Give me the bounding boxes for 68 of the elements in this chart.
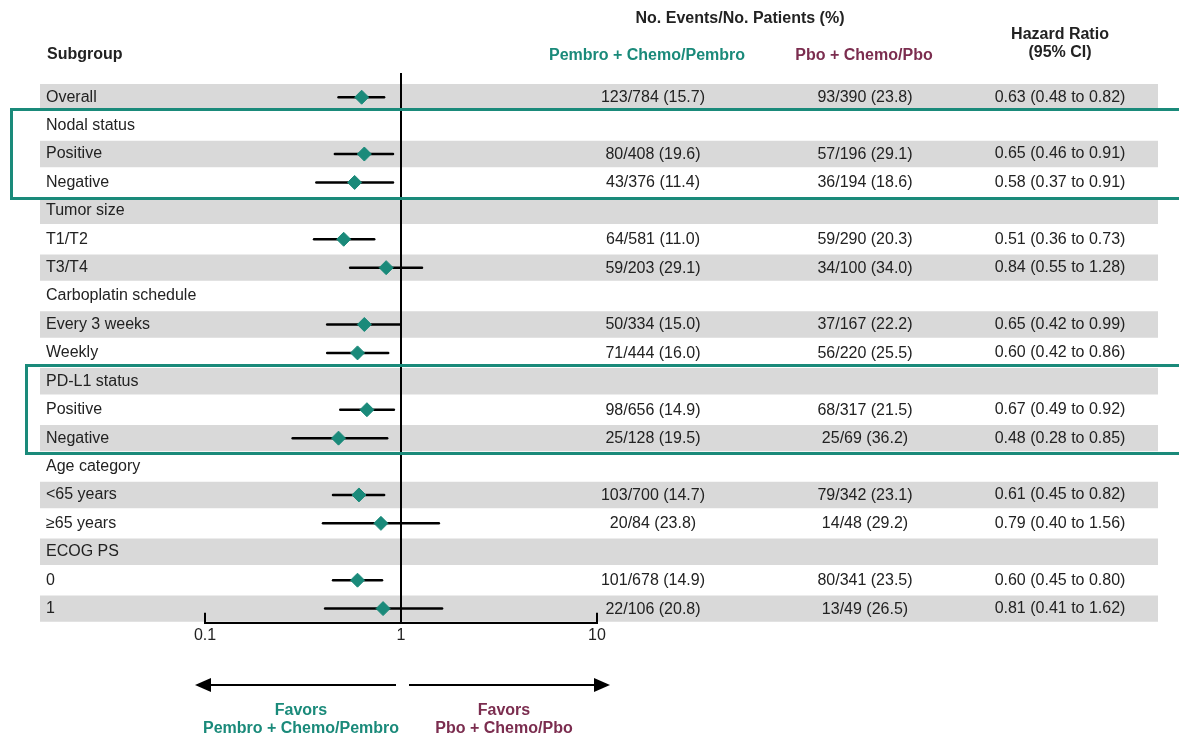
data-label: 0.79 (0.40 to 1.56) <box>994 513 1126 531</box>
data-label: 0.65 (0.46 to 0.91) <box>994 144 1126 162</box>
y-tick-label: Age category <box>46 456 141 474</box>
text: 50/334 (15.0) <box>605 315 701 334</box>
data-label: 0.84 (0.55 to 1.28) <box>994 258 1126 276</box>
x-tick-label: 10 <box>588 625 606 643</box>
text: 59/290 (20.3) <box>817 230 913 249</box>
x-tick-label: 0.1 <box>193 625 217 643</box>
text: Favors Pembro + Chemo/Pembro <box>202 701 400 737</box>
text: 80/341 (23.5) <box>817 571 913 590</box>
text: 93/390 (23.8) <box>817 88 913 107</box>
data-label: 0.65 (0.42 to 0.99) <box>994 314 1126 332</box>
text: 79/342 (23.1) <box>817 485 913 504</box>
text: 20/84 (23.8) <box>609 514 697 533</box>
y-tick-label: Negative <box>46 172 110 190</box>
text: 34/100 (34.0) <box>817 258 913 277</box>
data-label: 0.60 (0.45 to 0.80) <box>994 570 1126 588</box>
y-tick-label: Carboplatin schedule <box>46 286 197 304</box>
y-tick-label: T3/T4 <box>46 258 88 276</box>
text: Pembro + Chemo/Pembro <box>548 46 746 64</box>
text: No. Events/No. Patients (%) <box>635 9 845 27</box>
text: 25/128 (19.5) <box>605 429 701 448</box>
y-tick-label: Positive <box>46 144 103 162</box>
text: 101/678 (14.9) <box>600 571 706 590</box>
text: 22/106 (20.8) <box>605 599 701 618</box>
y-tick-label: Positive <box>46 400 103 418</box>
text: Pbo + Chemo/Pbo <box>795 46 933 64</box>
text: 98/656 (14.9) <box>605 400 701 419</box>
text: 36/194 (18.6) <box>817 173 913 192</box>
text: 37/167 (22.2) <box>817 315 913 334</box>
text: 43/376 (11.4) <box>606 173 700 192</box>
text: 25/69 (36.2) <box>821 429 909 448</box>
text: Favors Pbo + Chemo/Pbo <box>435 701 573 737</box>
data-label: 0.51 (0.36 to 0.73) <box>994 229 1126 247</box>
y-tick-label: 0 <box>46 570 55 588</box>
text: 59/203 (29.1) <box>605 258 701 277</box>
y-tick-label: 1 <box>46 599 55 616</box>
data-label: 0.67 (0.49 to 0.92) <box>994 400 1126 418</box>
data-label: 0.81 (0.41 to 1.62) <box>994 599 1126 616</box>
text: 80/408 (19.6) <box>605 145 701 164</box>
text: 64/581 (11.0) <box>606 230 700 249</box>
text: 57/196 (29.1) <box>817 145 913 164</box>
y-tick-label: PD-L1 status <box>46 371 139 389</box>
text: 13/49 (26.5) <box>821 599 909 618</box>
text: 14/48 (29.2) <box>821 514 909 533</box>
text: Hazard Ratio (95% CI) <box>1011 25 1109 61</box>
y-tick-label: Negative <box>46 428 110 446</box>
y-tick-label: Weekly <box>46 343 99 361</box>
text: 71/444 (16.0) <box>605 343 701 362</box>
text: 123/784 (15.7) <box>600 88 706 107</box>
data-label: 0.61 (0.45 to 0.82) <box>994 485 1126 503</box>
y-axis-title: Subgroup <box>47 45 123 63</box>
text: 68/317 (21.5) <box>817 400 913 419</box>
y-tick-label: T1/T2 <box>46 229 88 247</box>
data-label: 0.58 (0.37 to 0.91) <box>994 172 1126 190</box>
y-tick-label: Tumor size <box>46 201 125 219</box>
data-label: 0.63 (0.48 to 0.82) <box>994 87 1126 105</box>
y-tick-label: Every 3 weeks <box>46 314 151 332</box>
y-tick-label: Nodal status <box>46 116 135 134</box>
y-tick-label: ECOG PS <box>46 542 119 560</box>
x-tick-label: 1 <box>396 625 406 643</box>
text: 103/700 (14.7) <box>600 485 706 504</box>
y-tick-label: Overall <box>46 87 97 105</box>
data-label: 0.48 (0.28 to 0.85) <box>994 428 1126 446</box>
text: 56/220 (25.5) <box>817 343 913 362</box>
data-label: 0.60 (0.42 to 0.86) <box>994 343 1126 361</box>
y-tick-label: ≥65 years <box>46 513 117 531</box>
y-tick-label: <65 years <box>46 485 117 503</box>
